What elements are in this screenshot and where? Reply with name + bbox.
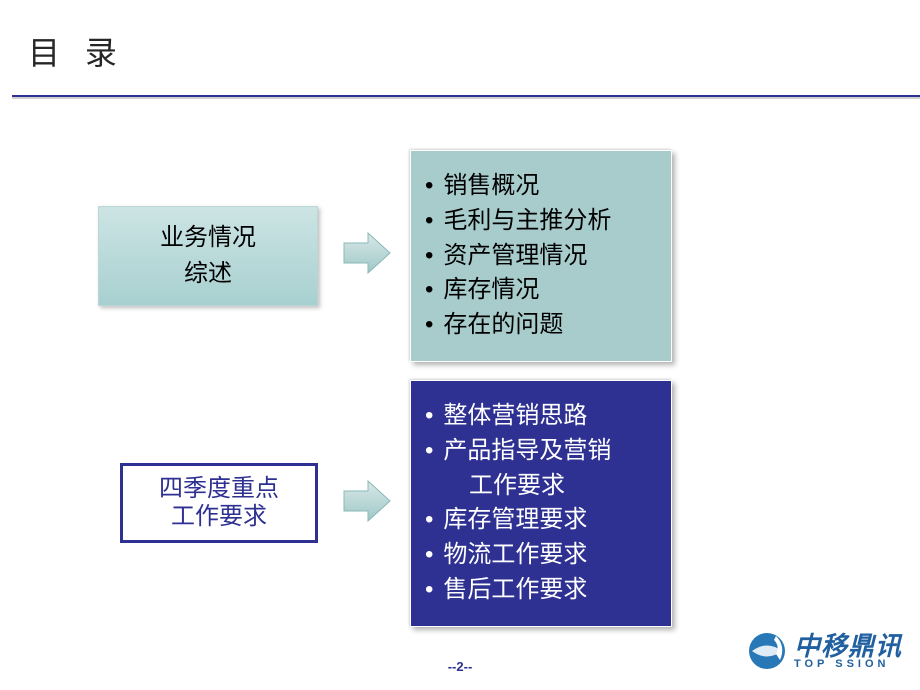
slide-title: 目 录	[28, 28, 125, 74]
list-item: 物流工作要求	[425, 538, 661, 573]
section2-list: 整体营销思路 产品指导及营销 工作要求 库存管理要求 物流工作要求 售后工作要求	[425, 399, 661, 608]
list-item: 资产管理情况	[425, 239, 661, 274]
list-item-continuation: 工作要求	[425, 469, 661, 504]
section1-detail-box: 销售概况 毛利与主推分析 资产管理情况 库存情况 存在的问题	[410, 150, 672, 362]
section1-heading-box: 业务情况 综述	[98, 206, 318, 306]
arrow-2	[342, 479, 392, 528]
list-item: 销售概况	[425, 169, 661, 204]
section2-heading-line1: 四季度重点	[159, 475, 279, 504]
section1-heading-line2: 综述	[184, 256, 232, 292]
toc-row-2: 四季度重点 工作要求 整体营销思路 产品指导及营销 工作要求 库存管理要求 物流…	[120, 380, 672, 627]
title-divider-shadow	[12, 97, 920, 99]
brand-logo: 中移鼎讯 TOP SSION	[746, 630, 902, 672]
list-item: 毛利与主推分析	[425, 204, 661, 239]
list-item: 库存管理要求	[425, 503, 661, 538]
list-item: 存在的问题	[425, 308, 661, 343]
logo-cn: 中移鼎讯	[794, 633, 902, 659]
logo-text: 中移鼎讯 TOP SSION	[794, 633, 902, 670]
section2-heading-line2: 工作要求	[171, 503, 267, 532]
list-item: 产品指导及营销	[425, 434, 661, 469]
section2-detail-box: 整体营销思路 产品指导及营销 工作要求 库存管理要求 物流工作要求 售后工作要求	[410, 380, 672, 627]
arrow-1	[342, 231, 392, 280]
arrow-right-icon	[342, 231, 392, 275]
list-item: 库存情况	[425, 273, 661, 308]
section1-heading-line1: 业务情况	[160, 220, 256, 256]
list-item: 售后工作要求	[425, 573, 661, 608]
page-number: --2--	[448, 659, 473, 674]
logo-en: TOP SSION	[794, 659, 902, 670]
globe-icon	[746, 630, 788, 672]
list-item: 整体营销思路	[425, 399, 661, 434]
toc-row-1: 业务情况 综述 销售概况 毛利与主推分析 资产管理情况 库存情况 存在的问题	[98, 150, 672, 362]
arrow-right-icon	[342, 479, 392, 523]
section2-heading-box: 四季度重点 工作要求	[120, 463, 318, 543]
section1-list: 销售概况 毛利与主推分析 资产管理情况 库存情况 存在的问题	[425, 169, 661, 343]
